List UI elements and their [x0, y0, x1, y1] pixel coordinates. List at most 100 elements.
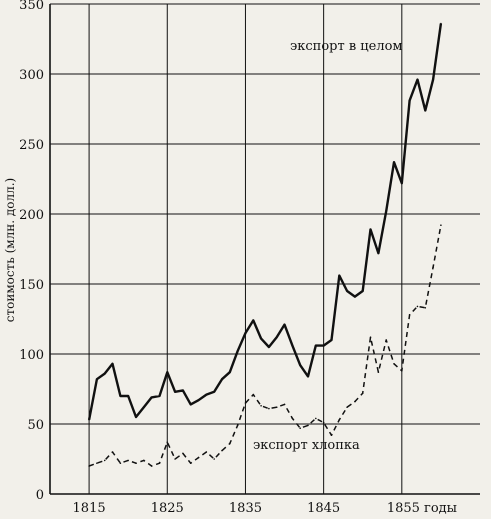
- data-point: [385, 210, 387, 212]
- data-point: [166, 441, 169, 444]
- data-point: [197, 456, 200, 459]
- data-point: [166, 371, 169, 374]
- x-tick-labels: 1815 1825 1835 1845 1855 годы: [73, 501, 457, 516]
- data-point: [127, 459, 129, 462]
- data-point: [182, 452, 184, 455]
- data-point: [424, 109, 427, 112]
- data-point: [221, 378, 223, 381]
- data-point: [315, 344, 317, 347]
- data-point: [143, 459, 145, 462]
- data-point: [260, 405, 262, 407]
- axes: [49, 4, 480, 495]
- data-point: [103, 459, 106, 462]
- data-point: [236, 424, 239, 427]
- data-point: [268, 407, 270, 410]
- data-point: [369, 336, 372, 339]
- data-point: [143, 406, 145, 409]
- data-point: [401, 370, 403, 372]
- data-point: [283, 323, 286, 326]
- x-tick-label: 1855 годы: [387, 501, 457, 516]
- data-point: [346, 290, 348, 292]
- data-point: [315, 417, 317, 420]
- grid: [50, 3, 480, 494]
- data-point: [174, 391, 176, 393]
- data-point: [408, 314, 411, 316]
- data-point: [440, 224, 442, 226]
- data-point: [369, 228, 372, 231]
- y-tick-label: 50: [27, 418, 44, 433]
- data-point: [268, 346, 270, 348]
- data-point: [322, 421, 325, 424]
- data-point: [299, 427, 301, 430]
- y-tick-label: 250: [19, 138, 44, 153]
- y-axis-title: стоимость (млн. долл.): [3, 178, 17, 322]
- data-point: [330, 434, 333, 437]
- data-point: [150, 396, 153, 399]
- y-tick-label: 350: [19, 0, 44, 13]
- data-point: [393, 161, 395, 163]
- data-point: [361, 392, 364, 395]
- data-point: [385, 339, 387, 341]
- data-point: [299, 364, 301, 367]
- data-point: [275, 336, 278, 339]
- y-tick-label: 100: [19, 348, 44, 363]
- data-point: [221, 449, 223, 452]
- y-tick-labels: 0 50 100 150 200 250 300 350: [19, 0, 44, 503]
- y-tick-label: 0: [36, 488, 44, 503]
- data-point: [127, 395, 129, 397]
- data-point: [213, 391, 215, 393]
- data-point: [401, 182, 403, 184]
- data-point: [416, 78, 419, 81]
- data-point: [252, 393, 255, 396]
- y-tick-label: 150: [19, 278, 44, 293]
- data-point: [252, 319, 255, 322]
- data-point: [205, 451, 208, 453]
- data-point: [432, 78, 434, 81]
- data-point: [260, 337, 262, 340]
- data-point: [424, 307, 427, 309]
- data-point: [346, 406, 348, 409]
- data-point: [182, 389, 184, 392]
- data-point: [174, 458, 176, 460]
- data-point: [393, 363, 395, 365]
- data-point: [354, 295, 356, 298]
- series-label-total-export: экспорт в целом: [290, 39, 403, 54]
- data-point: [416, 305, 419, 308]
- series-line-cotton-export: [88, 225, 442, 467]
- data-point: [236, 350, 239, 353]
- y-tick-label: 200: [19, 208, 44, 223]
- data-point: [229, 442, 231, 445]
- data-point: [229, 371, 231, 374]
- data-point: [119, 395, 122, 397]
- data-point: [377, 371, 380, 374]
- data-point: [96, 462, 98, 465]
- data-point: [307, 424, 309, 427]
- x-tick-label: 1815: [73, 501, 106, 516]
- data-point: [244, 402, 247, 404]
- data-point: [307, 375, 309, 378]
- data-point: [135, 416, 137, 418]
- data-point: [338, 419, 341, 421]
- data-point: [432, 266, 434, 269]
- data-point: [361, 290, 364, 292]
- data-point: [111, 451, 114, 453]
- data-point: [275, 406, 278, 409]
- data-point: [189, 403, 192, 406]
- data-point: [103, 372, 106, 375]
- data-point: [291, 417, 294, 420]
- data-point: [205, 393, 208, 396]
- data-point: [197, 399, 200, 402]
- data-point: [111, 363, 114, 365]
- data-point: [377, 252, 380, 254]
- data-point: [135, 462, 137, 465]
- data-point: [330, 339, 333, 341]
- data-point: [338, 274, 341, 277]
- data-point: [408, 99, 411, 102]
- data-point: [119, 462, 122, 465]
- data-point: [440, 22, 442, 25]
- data-point: [354, 400, 356, 403]
- data-point: [88, 419, 90, 421]
- data-point: [96, 378, 98, 381]
